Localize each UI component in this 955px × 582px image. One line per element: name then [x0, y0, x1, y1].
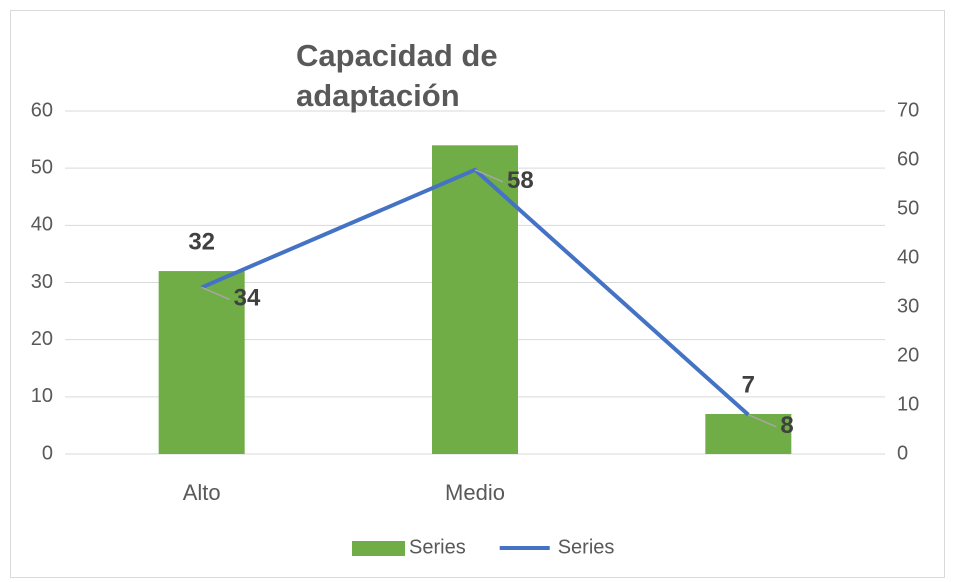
leader-line: [474, 169, 504, 183]
data-label: 32: [188, 228, 215, 255]
chart-border: [10, 10, 945, 578]
bar: [158, 271, 245, 454]
legend-swatch: [352, 541, 405, 556]
bar: [705, 413, 792, 454]
y2-tick-label: 0: [897, 442, 908, 464]
bar: [432, 145, 518, 455]
data-label: 58: [507, 167, 534, 194]
y2-tick-label: 40: [897, 246, 919, 268]
y2-tick-label: 60: [897, 148, 919, 170]
legend-label: Series: [409, 536, 466, 558]
y2-tick-label: 10: [897, 393, 919, 415]
y-tick-label: 30: [31, 271, 53, 293]
y2-tick-label: 20: [897, 344, 919, 366]
y-tick-label: 10: [31, 385, 53, 407]
data-label: 7: [742, 371, 755, 398]
y-tick-label: 50: [31, 156, 53, 178]
y-tick-label: 20: [31, 328, 53, 350]
data-label: 8: [780, 412, 793, 439]
leader-line: [201, 286, 230, 301]
legend-label: Series: [558, 536, 615, 558]
data-label: 34: [234, 285, 261, 312]
y-tick-label: 0: [42, 442, 53, 464]
x-tick-label: Medio: [445, 480, 505, 505]
y-tick-label: 40: [31, 214, 53, 236]
leader-line: [748, 414, 777, 428]
y2-tick-label: 70: [897, 99, 919, 121]
y2-tick-label: 30: [897, 295, 919, 317]
y2-tick-label: 50: [897, 197, 919, 219]
chart-title: Capacidad de adaptación: [296, 38, 498, 113]
x-tick-label: Alto: [183, 480, 221, 505]
y-tick-label: 60: [31, 99, 53, 121]
